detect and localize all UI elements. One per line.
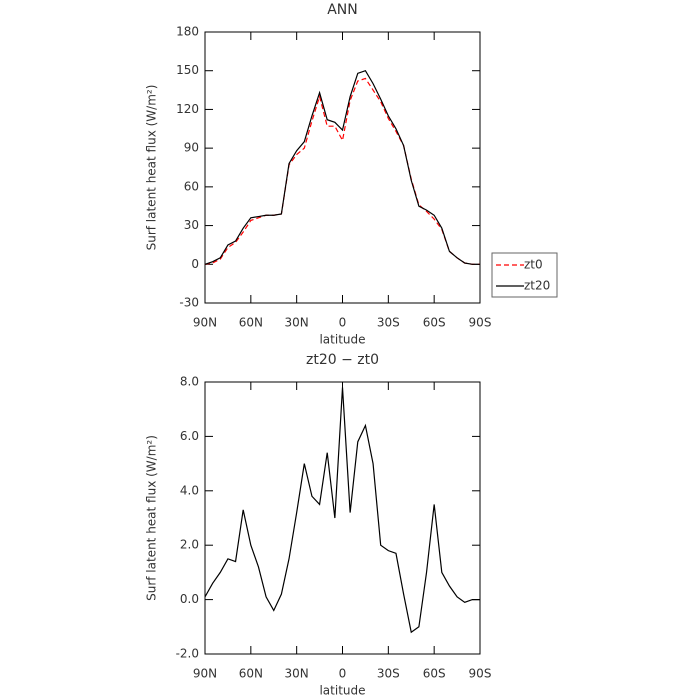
y-tick-label: 0.0 <box>180 592 199 606</box>
x-tick-label: 60N <box>239 316 263 330</box>
x-tick-label: 90S <box>469 667 492 681</box>
x-tick-label: 30S <box>377 667 400 681</box>
y-tick-label: -30 <box>179 296 199 310</box>
y-tick-label: 30 <box>184 218 199 232</box>
y-tick-label: -2.0 <box>176 647 199 661</box>
chart-title: zt20 − zt0 <box>306 352 379 368</box>
y-axis-label: Surf latent heat flux (W/m²) <box>145 85 159 251</box>
x-tick-label: 30N <box>285 667 309 681</box>
chart-title: ANN <box>327 2 358 18</box>
y-tick-label: 180 <box>176 25 199 39</box>
y-tick-label: 60 <box>184 179 199 193</box>
y-tick-label: 6.0 <box>180 429 199 443</box>
y-tick-label: 0 <box>191 257 199 271</box>
y-tick-label: 120 <box>176 102 199 116</box>
x-axis-label: latitude <box>319 333 365 347</box>
x-tick-label: 0 <box>339 316 347 330</box>
x-tick-label: 60N <box>239 667 263 681</box>
y-tick-label: 8.0 <box>180 375 199 389</box>
x-tick-label: 60S <box>423 316 446 330</box>
y-tick-label: 2.0 <box>180 538 199 552</box>
data-line <box>204 387 480 634</box>
y-axis-label: Surf latent heat flux (W/m²) <box>145 435 159 601</box>
x-tick-label: 90S <box>469 316 492 330</box>
legend-label: zt0 <box>524 258 543 272</box>
legend-label: zt20 <box>524 279 550 293</box>
y-tick-label: 90 <box>184 141 199 155</box>
x-tick-label: 90N <box>193 667 217 681</box>
x-axis-label: latitude <box>319 684 365 698</box>
data-line <box>204 69 480 265</box>
y-tick-label: 4.0 <box>180 483 199 497</box>
x-tick-label: 60S <box>423 667 446 681</box>
legend-box <box>491 252 558 298</box>
data-line <box>204 77 480 265</box>
x-tick-label: 30S <box>377 316 400 330</box>
y-tick-label: 150 <box>176 63 199 77</box>
x-tick-label: 90N <box>193 316 217 330</box>
x-tick-label: 0 <box>339 667 347 681</box>
plot-frame <box>204 31 481 304</box>
plot-frame <box>204 381 481 655</box>
x-tick-label: 30N <box>285 316 309 330</box>
